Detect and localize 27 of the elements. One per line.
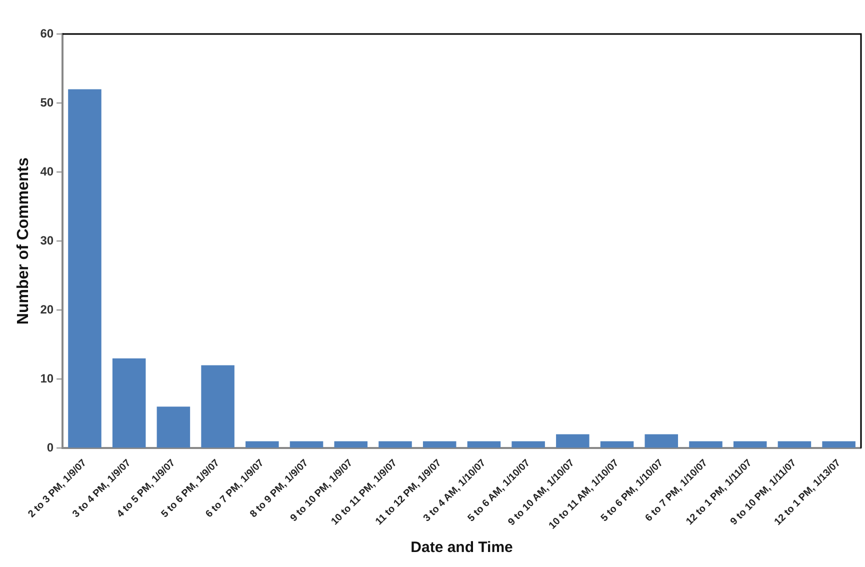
bar — [822, 441, 856, 448]
bar — [112, 358, 146, 448]
y-tick-label: 50 — [40, 95, 54, 110]
bar — [733, 441, 767, 448]
bar — [512, 441, 545, 448]
bar — [600, 441, 634, 448]
bar — [778, 441, 812, 448]
y-tick-label: 0 — [46, 440, 54, 454]
y-tick-label: 40 — [40, 164, 54, 178]
bar — [334, 441, 368, 448]
y-tick-label: 20 — [40, 302, 54, 316]
bar — [68, 89, 102, 448]
bar — [378, 441, 412, 448]
y-tick-label: 30 — [40, 233, 54, 248]
bar — [422, 441, 456, 448]
x-axis-title: Date and Time — [410, 539, 513, 556]
bar — [201, 365, 234, 448]
bar — [467, 441, 501, 448]
y-tick-label: 60 — [40, 26, 54, 40]
bar — [556, 434, 590, 448]
bar — [290, 441, 324, 448]
bar — [644, 434, 678, 448]
bar — [689, 441, 722, 448]
bar — [246, 441, 279, 448]
y-tick-label: 10 — [40, 371, 54, 386]
bar — [156, 406, 190, 448]
y-axis-title: Number of Comments — [15, 157, 32, 325]
